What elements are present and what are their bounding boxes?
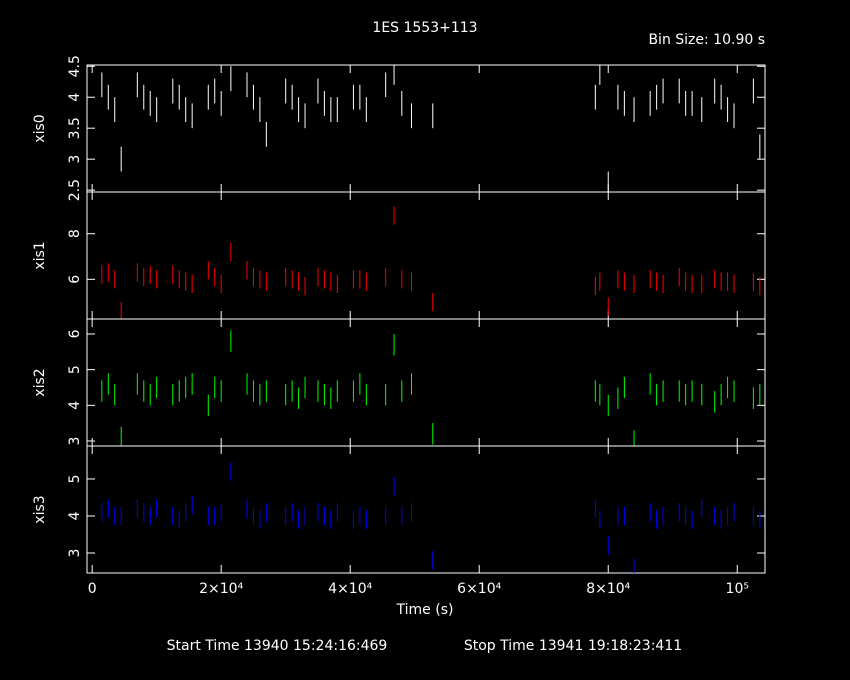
y-tick-label: 5 (67, 365, 83, 374)
y-tick-label: 2.5 (67, 179, 83, 201)
y-tick-label: 3 (67, 155, 83, 164)
y-tick-label: 6 (67, 329, 83, 338)
bin-size: Bin Size: 10.90 s (648, 32, 765, 48)
y-tick-label: 3 (67, 549, 83, 558)
stop-time: Stop Time 13941 19:18:23:411 (464, 638, 682, 654)
x-tick-label: 8×10⁴ (586, 581, 630, 597)
y-tick-label: 3 (67, 437, 83, 446)
chart-title: 1ES 1553+113 (372, 20, 477, 36)
x-tick-label: 0 (88, 581, 97, 597)
y-tick-label: 4 (67, 401, 83, 410)
panel-frame (86, 191, 766, 320)
y-axis-label: xis1 (32, 241, 48, 269)
y-tick-label: 3.5 (67, 117, 83, 139)
y-axis-label: xis2 (32, 368, 48, 396)
y-tick-label: 6 (67, 275, 83, 284)
y-axis-label: xis0 (32, 114, 48, 142)
y-tick-label: 4.5 (67, 55, 83, 77)
start-time: Start Time 13940 15:24:16:469 (167, 638, 388, 654)
x-tick-label: 6×10⁴ (457, 581, 501, 597)
x-tick-label: 4×10⁴ (328, 581, 372, 597)
y-tick-label: 8 (67, 229, 83, 238)
x-axis-label: Time (s) (396, 602, 454, 618)
y-tick-label: 4 (67, 93, 83, 102)
x-tick-label: 2×10⁴ (199, 581, 243, 597)
y-axis-label: xis3 (32, 495, 48, 523)
x-tick-label: 10⁵ (726, 581, 749, 597)
panel-frame (86, 445, 766, 574)
y-tick-label: 5 (67, 474, 83, 483)
y-tick-label: 4 (67, 511, 83, 520)
